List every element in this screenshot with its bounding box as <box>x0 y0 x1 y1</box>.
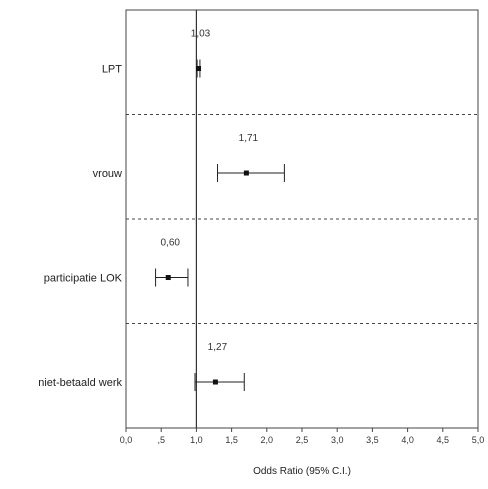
x-tick-label: 4,0 <box>401 435 414 445</box>
or-value-label: 1,27 <box>208 342 228 353</box>
row-niet-betaald-werk: niet-betaald werk 1,27 <box>38 342 245 392</box>
or-value-label: 0,60 <box>161 238 181 249</box>
x-tick-label: 5,0 <box>472 435 485 445</box>
row-label: LPT <box>102 64 122 76</box>
point-estimate <box>243 170 249 176</box>
x-tick-label: 4,5 <box>437 435 450 445</box>
x-tick-label: 3,5 <box>366 435 379 445</box>
x-tick-label: 2,5 <box>296 435 309 445</box>
x-tick-label: 1,0 <box>190 435 203 445</box>
x-tick-label: 2,0 <box>261 435 274 445</box>
x-axis-title: Odds Ratio (95% C.I.) <box>253 466 351 477</box>
x-tick-label: 3,0 <box>331 435 344 445</box>
row-label: niet-betaald werk <box>38 377 122 389</box>
point-estimate <box>212 379 218 385</box>
x-tick-label: ,5 <box>157 435 165 445</box>
data-rows: LPT 1,03 vrouw 1,71 participatie LOK 0,60 niet… <box>38 29 285 392</box>
or-value-label: 1,03 <box>191 29 211 40</box>
row-vrouw: vrouw 1,71 <box>93 133 285 183</box>
x-tick-label: 0,0 <box>120 435 133 445</box>
row-LPT: LPT 1,03 <box>102 29 211 78</box>
x-axis: 0,0 ,5 1,0 1,5 2,0 2,5 3,0 3,5 4,0 4,5 5,0 <box>120 428 485 445</box>
point-estimate <box>165 275 171 281</box>
point-estimate <box>196 66 202 72</box>
row-label: vrouw <box>93 168 122 180</box>
or-value-label: 1,71 <box>239 133 259 144</box>
row-separators <box>126 114 478 324</box>
row-label: participatie LOK <box>44 273 123 285</box>
x-tick-label: 1,5 <box>225 435 238 445</box>
row-participatie-LOK: participatie LOK 0,60 <box>44 238 189 287</box>
